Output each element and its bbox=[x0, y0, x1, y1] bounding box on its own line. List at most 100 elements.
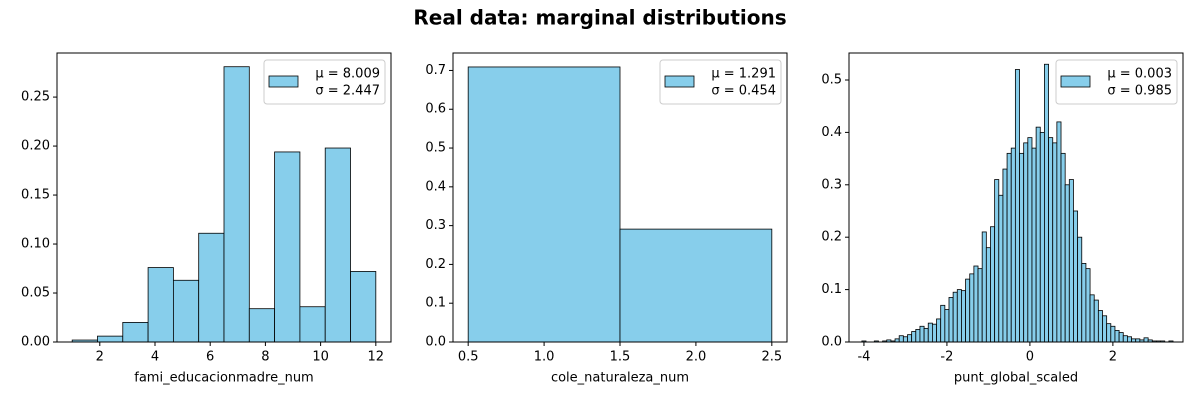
y-tick-label: 0.0 bbox=[425, 335, 446, 350]
bar bbox=[1073, 210, 1079, 343]
y-tick-label: 0.3 bbox=[425, 218, 446, 233]
bar bbox=[1118, 332, 1124, 343]
bar bbox=[1102, 315, 1108, 343]
bar bbox=[1027, 137, 1033, 343]
bar bbox=[1143, 337, 1149, 343]
bar bbox=[1031, 147, 1037, 343]
bar bbox=[952, 291, 958, 343]
bar bbox=[911, 331, 917, 343]
bar bbox=[1085, 268, 1091, 343]
x-tick-label: 0 bbox=[1026, 350, 1034, 365]
x-tick-label: 10 bbox=[312, 350, 329, 365]
x-tick-label: 2 bbox=[96, 350, 104, 365]
y-tick-label: 0.4 bbox=[425, 179, 446, 194]
bar bbox=[1035, 126, 1041, 343]
y-tick-label: 0.2 bbox=[821, 230, 842, 245]
legend-label: μ = 1.291 bbox=[711, 67, 776, 82]
y-tick-label: 0.6 bbox=[425, 102, 446, 117]
bar bbox=[324, 147, 351, 343]
x-tick-label: 6 bbox=[206, 350, 214, 365]
legend-patch bbox=[664, 75, 695, 88]
legend-label: μ = 0.003 bbox=[1107, 67, 1172, 82]
bar bbox=[350, 271, 377, 343]
x-axis-label: punt_global_scaled bbox=[954, 371, 1078, 386]
bar bbox=[965, 278, 971, 343]
bar bbox=[1089, 294, 1095, 343]
bar bbox=[956, 289, 962, 343]
x-tick-label: 0.5 bbox=[458, 350, 479, 365]
x-tick-label: -2 bbox=[940, 350, 953, 365]
bar bbox=[944, 309, 950, 343]
bar bbox=[907, 334, 913, 343]
bar bbox=[1056, 121, 1062, 343]
y-tick-label: 0.4 bbox=[821, 125, 842, 140]
bar bbox=[467, 66, 621, 343]
bar bbox=[274, 151, 301, 343]
bar bbox=[97, 335, 124, 343]
x-tick-label: 8 bbox=[261, 350, 269, 365]
x-tick-label: -4 bbox=[857, 350, 870, 365]
bar bbox=[1093, 299, 1099, 343]
bar bbox=[940, 304, 946, 343]
y-tick-label: 0.20 bbox=[21, 139, 50, 154]
bar bbox=[994, 179, 1000, 343]
y-tick-label: 0.1 bbox=[821, 282, 842, 297]
legend-box bbox=[1055, 59, 1178, 105]
legend-patch bbox=[268, 75, 299, 88]
y-tick-label: 0.5 bbox=[821, 72, 842, 87]
y-tick-label: 0.1 bbox=[425, 296, 446, 311]
y-tick-label: 0.0 bbox=[821, 335, 842, 350]
x-tick-label: 2.5 bbox=[761, 350, 782, 365]
bar bbox=[223, 66, 250, 343]
x-tick-label: 1.0 bbox=[534, 350, 555, 365]
bar bbox=[1068, 179, 1074, 343]
bar bbox=[1122, 335, 1128, 343]
bar bbox=[619, 228, 773, 343]
bar bbox=[1010, 147, 1016, 343]
y-tick-label: 0.7 bbox=[425, 63, 446, 78]
y-tick-label: 0.10 bbox=[21, 237, 50, 252]
bar bbox=[923, 327, 929, 343]
bar bbox=[172, 279, 200, 343]
bar bbox=[990, 226, 996, 343]
bar bbox=[1044, 63, 1049, 343]
bar bbox=[927, 322, 933, 343]
y-tick-label: 0.3 bbox=[821, 177, 842, 192]
y-tick-label: 0.5 bbox=[425, 141, 446, 156]
bar bbox=[1081, 262, 1087, 343]
legend-patch bbox=[1060, 75, 1091, 88]
y-tick-label: 0.15 bbox=[21, 188, 50, 203]
bar bbox=[1077, 236, 1083, 343]
bar bbox=[961, 290, 966, 343]
axes-frame bbox=[56, 52, 392, 343]
bar bbox=[1127, 336, 1132, 343]
bar bbox=[985, 247, 991, 343]
legend: μ = 8.009 σ = 2.447 bbox=[263, 59, 386, 105]
bar bbox=[1064, 184, 1070, 343]
legend-label: σ = 0.985 bbox=[1107, 84, 1172, 99]
bar bbox=[248, 308, 276, 343]
bar bbox=[122, 322, 149, 343]
bar bbox=[998, 194, 1004, 343]
y-tick-label: 0.05 bbox=[21, 286, 50, 301]
bar bbox=[1114, 330, 1120, 343]
x-axis-label: fami_educacionmadre_num bbox=[134, 371, 313, 386]
bar bbox=[948, 297, 954, 343]
bar bbox=[898, 335, 904, 343]
bar bbox=[919, 325, 925, 343]
x-tick-label: 2 bbox=[1109, 350, 1117, 365]
bar bbox=[1006, 152, 1012, 343]
bar bbox=[973, 265, 979, 343]
bar bbox=[981, 231, 987, 343]
x-tick-label: 2.0 bbox=[686, 350, 707, 365]
bar bbox=[1097, 310, 1103, 343]
bar bbox=[1048, 137, 1054, 343]
axes-frame bbox=[848, 52, 1184, 343]
bar bbox=[936, 318, 942, 343]
legend-label: μ = 8.009 bbox=[315, 67, 380, 82]
bar bbox=[1002, 168, 1008, 343]
bar bbox=[902, 336, 908, 343]
legend-box bbox=[263, 59, 386, 105]
bar bbox=[198, 232, 225, 343]
